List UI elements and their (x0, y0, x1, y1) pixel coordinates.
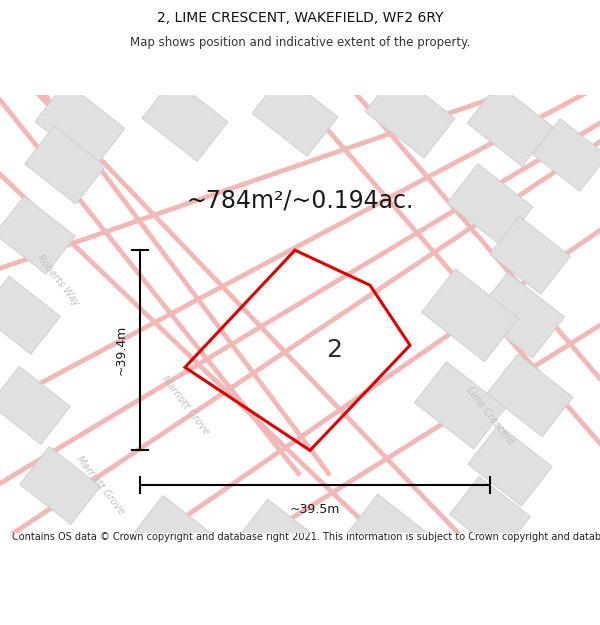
Polygon shape (490, 216, 571, 294)
Polygon shape (468, 425, 552, 506)
Polygon shape (476, 272, 565, 358)
Text: ~39.5m: ~39.5m (290, 504, 340, 516)
Polygon shape (35, 82, 125, 168)
Polygon shape (133, 496, 217, 576)
Polygon shape (0, 276, 61, 354)
Polygon shape (487, 354, 573, 437)
Text: Roberts Way: Roberts Way (35, 253, 81, 308)
Text: ~784m²/~0.194ac.: ~784m²/~0.194ac. (187, 188, 413, 212)
Polygon shape (422, 269, 518, 362)
Text: Lime Crescent: Lime Crescent (464, 385, 515, 446)
Text: Map shows position and indicative extent of the property.: Map shows position and indicative extent… (130, 36, 470, 49)
Text: Marriott Grove: Marriott Grove (74, 454, 126, 517)
Polygon shape (533, 119, 600, 191)
Text: Marriott Grove: Marriott Grove (159, 374, 211, 436)
Polygon shape (0, 196, 76, 274)
Text: 2, LIME CRESCENT, WAKEFIELD, WF2 6RY: 2, LIME CRESCENT, WAKEFIELD, WF2 6RY (157, 11, 443, 26)
Text: Contains OS data © Crown copyright and database right 2021. This information is : Contains OS data © Crown copyright and d… (12, 532, 600, 542)
Text: ~39.4m: ~39.4m (115, 325, 128, 376)
Polygon shape (237, 499, 323, 582)
Polygon shape (252, 74, 338, 156)
Polygon shape (447, 164, 533, 246)
Polygon shape (467, 84, 553, 166)
Polygon shape (0, 366, 70, 444)
Polygon shape (449, 476, 530, 554)
Text: 2: 2 (326, 338, 342, 362)
Polygon shape (415, 362, 506, 449)
Polygon shape (25, 126, 106, 204)
Polygon shape (142, 79, 228, 161)
Polygon shape (20, 446, 100, 524)
Polygon shape (365, 72, 455, 158)
Polygon shape (347, 494, 433, 577)
